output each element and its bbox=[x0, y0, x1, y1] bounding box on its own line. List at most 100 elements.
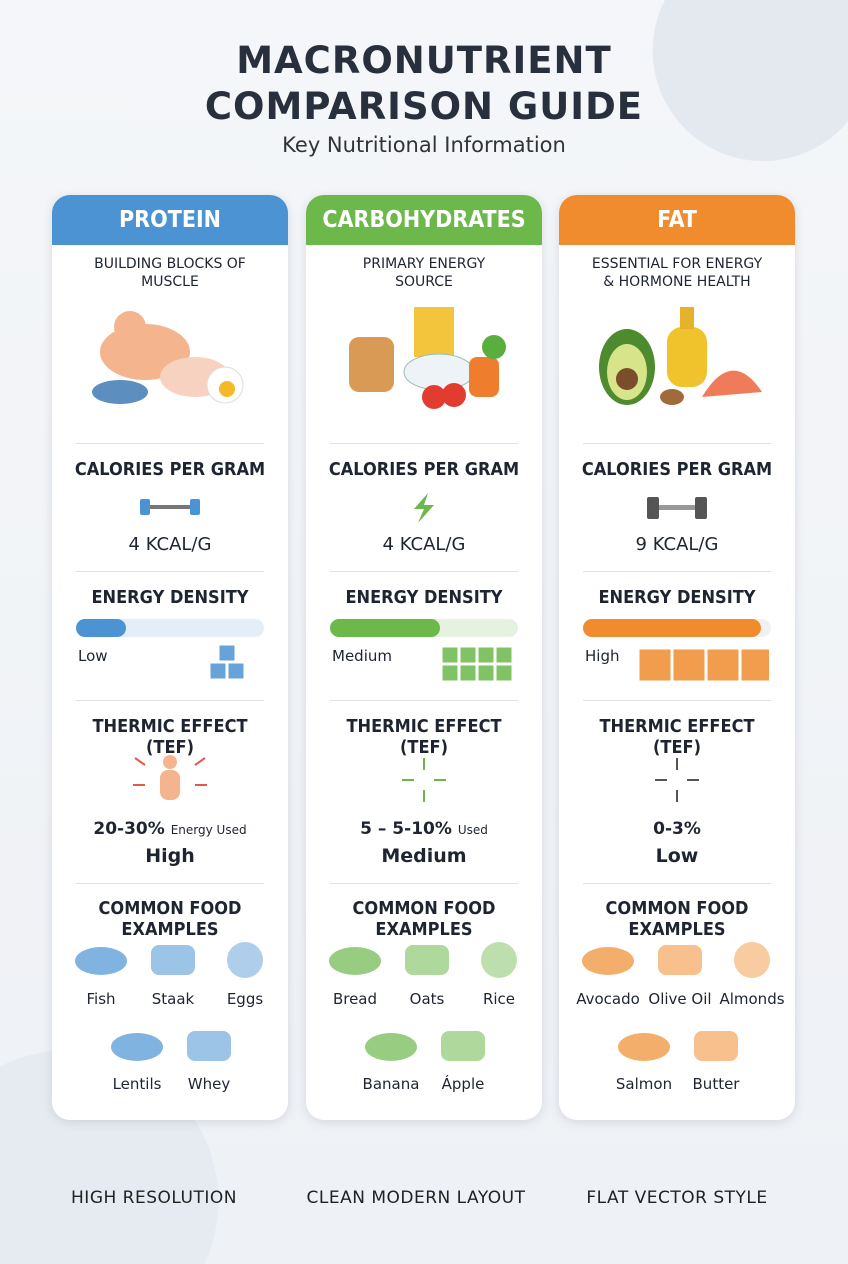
tef-icon bbox=[133, 755, 207, 800]
cubes-icon bbox=[441, 646, 513, 682]
divider bbox=[583, 883, 771, 884]
density-fill bbox=[583, 619, 761, 637]
divider bbox=[76, 571, 264, 572]
food-label: Rice bbox=[482, 990, 516, 1008]
footer-item: HIGH RESOLUTION bbox=[71, 1188, 237, 1208]
section-label: ENERGY DENSITY bbox=[598, 587, 756, 608]
card-header: PROTEIN bbox=[52, 195, 288, 245]
food-icon bbox=[582, 947, 634, 975]
calories-icon bbox=[140, 499, 200, 515]
calories-value: 4 KCAL/G bbox=[382, 534, 466, 555]
section-label: COMMON FOOD EXAMPLES bbox=[98, 898, 242, 940]
tagline: BUILDING BLOCKS OF MUSCLE bbox=[94, 256, 246, 290]
calories-value: 4 KCAL/G bbox=[128, 534, 212, 555]
food-icon bbox=[187, 1031, 231, 1061]
food-icon bbox=[618, 1033, 670, 1061]
food-label: Banana bbox=[362, 1075, 420, 1093]
food-label: Eggs bbox=[226, 990, 264, 1008]
section-label: ENERGY DENSITY bbox=[91, 587, 249, 608]
food-label: Bread bbox=[332, 990, 378, 1008]
food-icon bbox=[481, 942, 517, 978]
tef-icon bbox=[655, 758, 699, 802]
food-icon bbox=[227, 942, 263, 978]
tagline: PRIMARY ENERGY SOURCE bbox=[362, 256, 486, 290]
divider bbox=[76, 883, 264, 884]
tef-value: 5 – 5-10% Used bbox=[312, 819, 536, 839]
cubes-icon bbox=[210, 644, 245, 680]
divider bbox=[330, 883, 518, 884]
calories-icon bbox=[647, 497, 707, 519]
food-icon bbox=[734, 942, 770, 978]
section-label: COMMON FOOD EXAMPLES bbox=[605, 898, 749, 940]
divider bbox=[76, 443, 264, 444]
food-label: Almonds bbox=[719, 990, 785, 1008]
footer-item: FLAT VECTOR STYLE bbox=[586, 1188, 768, 1208]
tef-value-text: 5 – 5-10% bbox=[360, 819, 452, 839]
density-fill bbox=[76, 619, 126, 637]
food-icon bbox=[658, 945, 702, 975]
macro-card: FAT ESSENTIAL FOR ENERGY & HORMONE HEALTH… bbox=[559, 195, 795, 1120]
section-label: ENERGY DENSITY bbox=[345, 587, 503, 608]
calories-value: 9 KCAL/G bbox=[635, 534, 719, 555]
food-label: Whey bbox=[187, 1075, 231, 1093]
card-header: CARBOHYDRATES bbox=[306, 195, 542, 245]
density-bar bbox=[583, 619, 771, 637]
food-label: Avocado bbox=[576, 990, 640, 1008]
food-icon bbox=[151, 945, 195, 975]
section-label: THERMIC EFFECT (TEF) bbox=[599, 716, 755, 758]
tef-note: Energy Used bbox=[170, 823, 247, 837]
section-label: CALORIES PER GRAM bbox=[74, 459, 266, 480]
food-icon bbox=[694, 1031, 738, 1061]
food-label: Oats bbox=[409, 990, 445, 1008]
tef-level: Medium bbox=[381, 845, 467, 867]
food-label: Fish bbox=[86, 990, 116, 1008]
section-label: THERMIC EFFECT (TEF) bbox=[92, 716, 248, 758]
density-fill bbox=[330, 619, 440, 637]
tef-value-text: 0-3% bbox=[653, 819, 701, 839]
section-label: CALORIES PER GRAM bbox=[581, 459, 773, 480]
section-label: THERMIC EFFECT (TEF) bbox=[346, 716, 502, 758]
tef-value: 20-30% Energy Used bbox=[58, 819, 282, 839]
tagline: ESSENTIAL FOR ENERGY & HORMONE HEALTH bbox=[591, 256, 763, 290]
food-icon bbox=[329, 947, 381, 975]
section-label: CALORIES PER GRAM bbox=[328, 459, 520, 480]
divider bbox=[330, 700, 518, 701]
density-level: Medium bbox=[332, 647, 392, 665]
food-icon bbox=[441, 1031, 485, 1061]
cubes-icon bbox=[639, 648, 769, 682]
hero-illustration bbox=[92, 311, 244, 404]
divider bbox=[330, 443, 518, 444]
divider bbox=[330, 571, 518, 572]
tef-value-text: 20-30% bbox=[93, 819, 165, 839]
food-label: Olive Oil bbox=[648, 990, 712, 1008]
food-icon bbox=[405, 945, 449, 975]
tef-icon bbox=[402, 758, 446, 802]
food-label: Lentils bbox=[112, 1075, 162, 1093]
title: MACRONUTRIENT COMPARISON GUIDE bbox=[204, 39, 644, 128]
divider bbox=[76, 700, 264, 701]
density-bar bbox=[330, 619, 518, 637]
density-level: Low bbox=[78, 647, 108, 665]
divider bbox=[583, 443, 771, 444]
calories-icon bbox=[414, 493, 434, 523]
card-header: FAT bbox=[559, 195, 795, 245]
density-bar bbox=[76, 619, 264, 637]
food-icon bbox=[111, 1033, 163, 1061]
divider bbox=[583, 571, 771, 572]
food-label: Salmon bbox=[615, 1075, 673, 1093]
footer-item: CLEAN MODERN LAYOUT bbox=[306, 1188, 526, 1208]
food-icon bbox=[365, 1033, 417, 1061]
food-icon bbox=[75, 947, 127, 975]
food-label: Butter bbox=[692, 1075, 740, 1093]
tef-note: Used bbox=[457, 823, 488, 837]
macro-card: CARBOHYDRATES PRIMARY ENERGY SOURCE CALORI… bbox=[306, 195, 542, 1120]
food-label: Staak bbox=[151, 990, 195, 1008]
tef-value: 0-3% bbox=[565, 819, 789, 839]
section-label: COMMON FOOD EXAMPLES bbox=[352, 898, 496, 940]
subtitle: Key Nutritional Information bbox=[282, 133, 566, 157]
macro-card: PROTEIN BUILDING BLOCKS OF MUSCLE CALORIES… bbox=[52, 195, 288, 1120]
tef-level: Low bbox=[655, 845, 699, 867]
density-level: High bbox=[585, 647, 620, 665]
